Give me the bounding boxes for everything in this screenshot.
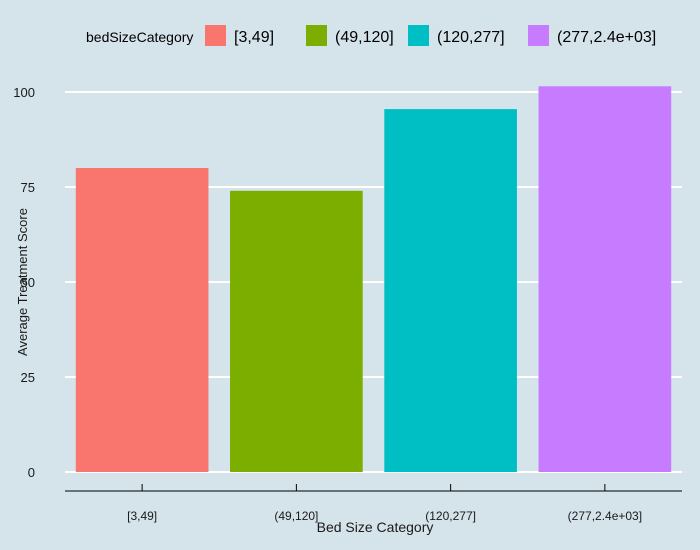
legend-key-2	[408, 25, 429, 46]
y-tick-label-4: 100	[13, 85, 35, 100]
y-tick-labels: 0 25 50 75 100	[13, 85, 35, 480]
legend-key-1	[306, 25, 327, 46]
legend-label-1: (49,120]	[335, 29, 394, 46]
bars	[75, 86, 672, 473]
bar-0	[75, 168, 209, 472]
legend-title: bedSizeCategory	[86, 29, 193, 45]
legend: bedSizeCategory [3,49] (49,120] (120,277] (2…	[86, 25, 656, 46]
y-tick-label-3: 75	[21, 180, 35, 195]
legend-key-0	[205, 25, 226, 46]
legend-label-2: (120,277]	[437, 29, 505, 46]
x-axis-title: Bed Size Category	[317, 519, 434, 535]
bar-1	[230, 190, 363, 473]
x-tick-labels: [3,49] (49,120] (120,277] (277,2.4e+03]	[127, 484, 642, 523]
bar-2	[384, 109, 517, 472]
y-tick-label-1: 25	[21, 370, 35, 385]
bar-3	[538, 86, 672, 473]
y-tick-label-2: 50	[21, 275, 35, 290]
legend-label-0: [3,49]	[234, 29, 274, 46]
x-tick-label-1: (49,120]	[274, 509, 318, 523]
x-tick-label-2: (120,277]	[425, 509, 476, 523]
legend-label-3: (277,2.4e+03]	[557, 29, 656, 46]
x-tick-label-0: [3,49]	[127, 509, 157, 523]
y-tick-label-0: 0	[28, 465, 35, 480]
x-tick-label-3: (277,2.4e+03]	[568, 509, 642, 523]
legend-key-3	[528, 25, 549, 46]
y-axis-title: Average Treatment Score	[15, 208, 30, 356]
